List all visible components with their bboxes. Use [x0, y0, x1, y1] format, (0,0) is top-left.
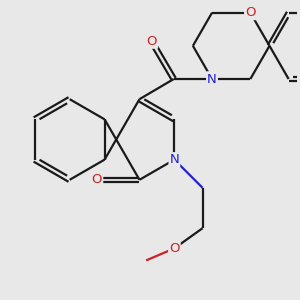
Text: O: O — [169, 242, 180, 255]
Text: N: N — [207, 73, 217, 85]
Text: O: O — [147, 35, 157, 48]
Text: N: N — [207, 73, 217, 85]
Text: O: O — [92, 173, 102, 186]
Text: O: O — [245, 6, 256, 19]
Text: N: N — [169, 153, 179, 166]
